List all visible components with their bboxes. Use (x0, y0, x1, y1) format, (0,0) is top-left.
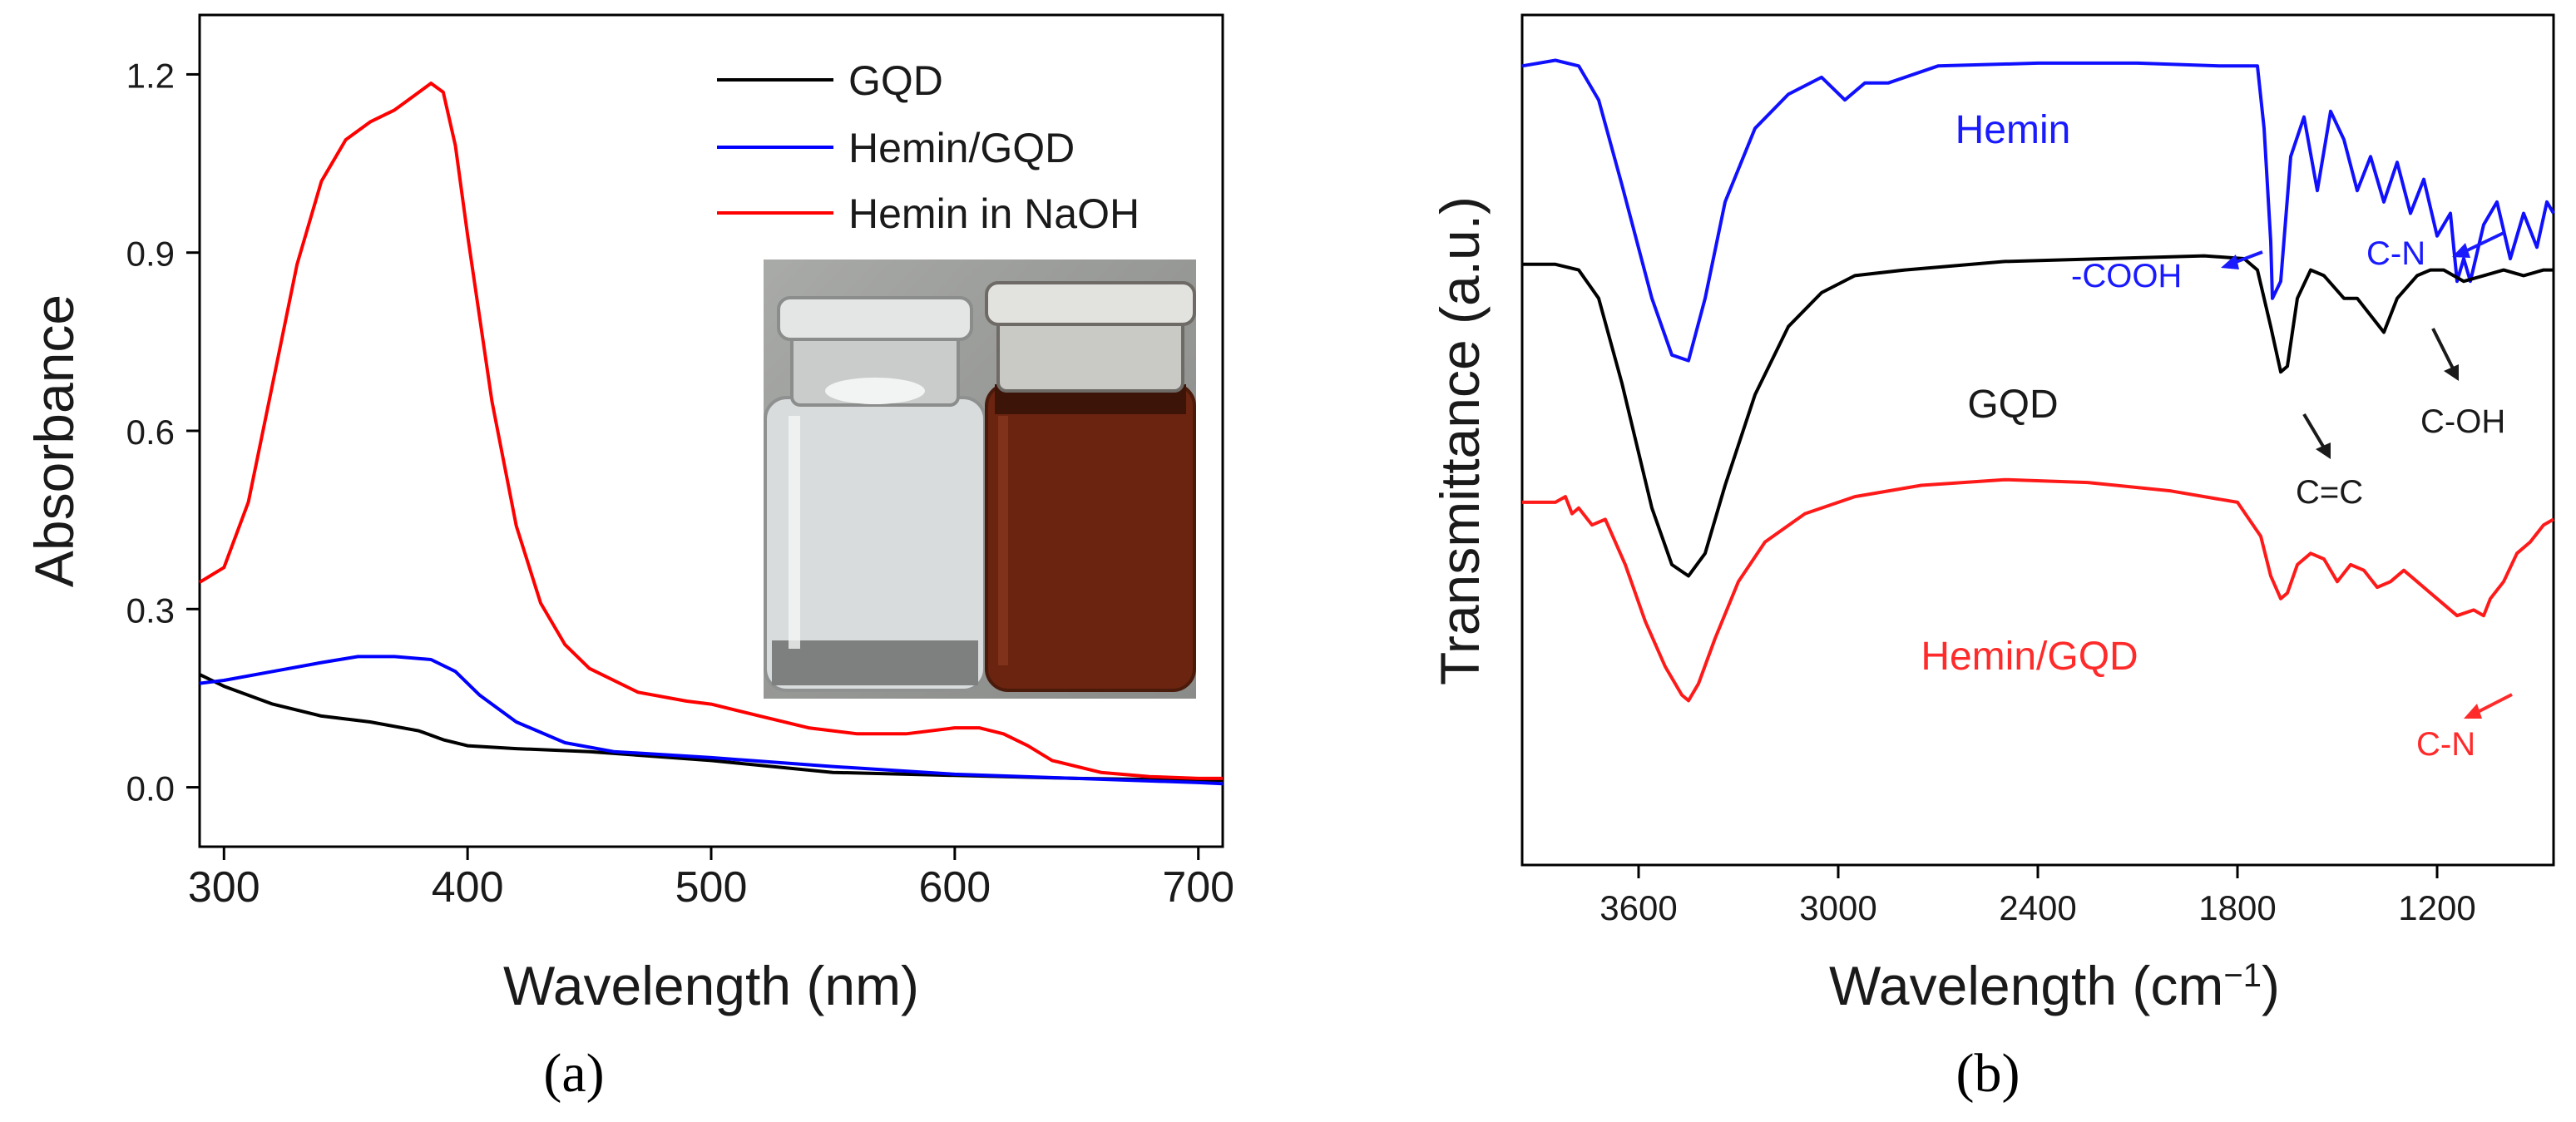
annotation-cc-arrow (2302, 413, 2326, 451)
annotation-cn-hemin: C-N (2366, 231, 2504, 272)
panel-a-x-tick-label-300: 300 (188, 863, 260, 912)
panel-b-x-tick-label-3000: 3000 (1799, 888, 1876, 927)
panel-a-x-axis-label: Wavelength (nm) (503, 955, 919, 1016)
panel-a-absorbance-chart: 300 400 500 600 700 0.0 0.3 0.6 0.9 1.2 (23, 13, 1234, 1104)
panel-b-ftir-chart: 3600 3000 2400 1800 1200 Hemin GQD Hemin/GQD… (1429, 13, 2555, 1104)
annotation-cc: C=C (2296, 413, 2363, 511)
panel-a-caption: (a) (543, 1043, 604, 1104)
annotation-cn-hemin-gqd-text: C-N (2416, 726, 2475, 763)
annotation-cn-hemin-arrow (2461, 231, 2504, 255)
panel-b-x-axis-label-base: Wavelength (cm (1829, 955, 2223, 1016)
annotation-cc-text: C=C (2296, 474, 2363, 511)
annotation-coh-arrow (2431, 328, 2455, 371)
annotation-coh-arrowhead (2444, 364, 2459, 381)
panel-a-x-tick-label-500: 500 (675, 863, 748, 912)
panel-b-x-tick-label-1200: 1200 (2398, 888, 2475, 927)
panel-b-series-hemin-gqd (1522, 477, 2554, 703)
annotation-cc-arrowhead (2316, 442, 2331, 459)
panel-a-y-axis-label: Absorbance (23, 294, 85, 587)
legend-label-hemin-naoh: Hemin in NaOH (848, 190, 1140, 237)
panel-b-series-gqd (1522, 254, 2554, 578)
panel-a-y-tick-label-4: 1.2 (126, 56, 175, 95)
panel-a-series-hemin-gqd (199, 655, 1224, 786)
panel-b-x-ticks: 3600 3000 2400 1800 1200 (1599, 865, 2476, 927)
annotation-cn-hemin-gqd-arrow (2474, 693, 2513, 715)
annotation-cn-hemin-gqd-arrowhead (2464, 704, 2482, 719)
panel-a-y-ticks: 0.0 0.3 0.6 0.9 1.2 (126, 56, 200, 808)
annotation-coh-text: C-OH (2420, 403, 2505, 440)
panel-a-x-ticks: 300 400 500 600 700 (188, 847, 1234, 912)
panel-b-x-tick-label-3600: 3600 (1599, 888, 1677, 927)
panel-b-x-axis-label: Wavelength (cm−1) (1829, 955, 2280, 1016)
legend-label-hemin-gqd: Hemin/GQD (848, 125, 1075, 171)
panel-a-x-tick-label-600: 600 (918, 863, 991, 912)
panel-b-series-hemin (1521, 58, 2555, 363)
clear-vial (764, 296, 986, 692)
panel-a-y-tick-label-3: 0.9 (126, 235, 175, 274)
panel-b-x-tick-label-1800: 1800 (2198, 888, 2276, 927)
legend-label-gqd: GQD (848, 57, 943, 104)
annotation-cooh: -COOH (2071, 250, 2263, 294)
panel-a-x-tick-label-400: 400 (432, 863, 504, 912)
curve-label-hemin-gqd: Hemin/GQD (1921, 635, 2138, 679)
curve-label-gqd: GQD (1967, 383, 2058, 427)
panel-a-legend: GQD Hemin/GQD Hemin in NaOH (717, 57, 1140, 237)
annotation-cn-hemin-arrowhead (2452, 243, 2470, 258)
annotation-cn-hemin-text: C-N (2366, 235, 2425, 272)
panel-b-caption: (b) (1956, 1043, 2020, 1104)
annotation-coh: C-OH (2420, 328, 2505, 440)
brown-vial (985, 281, 1196, 692)
panel-b-x-axis-label-close: ) (2262, 955, 2280, 1016)
panel-a-curves (198, 82, 1224, 786)
panel-b-x-tick-label-2400: 2400 (1999, 888, 2076, 927)
panel-b-curves (1521, 58, 2555, 703)
curve-label-hemin: Hemin (1955, 108, 2071, 152)
panel-b-x-axis-label-sup: −1 (2223, 957, 2262, 994)
panel-b-y-axis-label: Transmittance (a.u.) (1429, 196, 1491, 685)
panel-a-y-tick-label-2: 0.6 (126, 413, 175, 452)
panel-a-series-hemin-in-naoh (198, 82, 1223, 780)
vials-photo-inset (764, 259, 1196, 699)
panel-a-y-tick-label-1: 0.3 (126, 591, 175, 630)
panel-a-x-tick-label-700: 700 (1162, 863, 1234, 912)
annotation-cn-hemin-gqd: C-N (2416, 693, 2513, 763)
panel-a-y-tick-label-0: 0.0 (126, 769, 175, 808)
annotation-cooh-text: -COOH (2071, 258, 2182, 294)
annotation-cooh-arrowhead (2221, 255, 2239, 269)
